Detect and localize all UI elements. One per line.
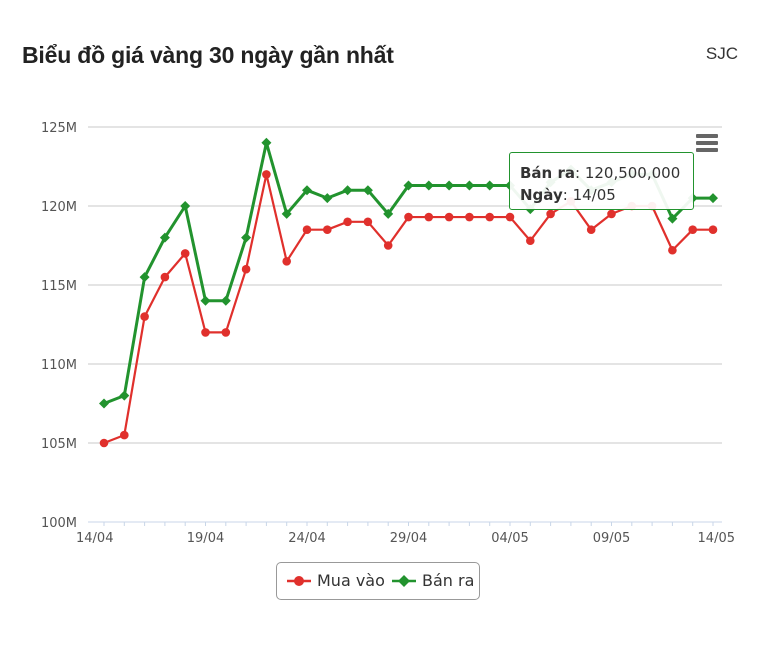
tooltip-value: 120,500,000: [584, 164, 681, 182]
data-point[interactable]: [120, 430, 129, 440]
data-point[interactable]: [505, 212, 515, 222]
data-point[interactable]: [586, 225, 596, 234]
data-point[interactable]: [241, 264, 251, 274]
data-point[interactable]: [282, 257, 292, 266]
data-point[interactable]: [139, 272, 150, 283]
data-point[interactable]: [281, 208, 292, 219]
legend-diamond-icon: [392, 575, 416, 587]
data-point[interactable]: [343, 217, 352, 227]
data-point[interactable]: [200, 295, 211, 306]
data-point[interactable]: [607, 209, 616, 219]
data-point[interactable]: [668, 245, 677, 255]
data-point[interactable]: [444, 212, 454, 222]
data-point[interactable]: [383, 208, 394, 219]
page-title: Biểu đồ giá vàng 30 ngày gần nhất: [22, 42, 394, 68]
y-tick-label: 125M: [41, 121, 77, 136]
data-point[interactable]: [424, 212, 434, 222]
data-point[interactable]: [667, 213, 678, 224]
legend-label-buy: Mua vào: [317, 571, 385, 590]
x-tick-label: 14/04: [76, 531, 113, 546]
data-point[interactable]: [180, 201, 191, 211]
x-tick-label: 04/05: [491, 531, 528, 546]
data-point[interactable]: [160, 272, 170, 282]
tooltip-series-label: Bán ra: [520, 164, 575, 182]
data-point[interactable]: [322, 193, 333, 204]
data-point[interactable]: [262, 170, 271, 179]
legend-label-sell: Bán ra: [422, 571, 475, 590]
legend-circle-icon: [287, 576, 311, 586]
tooltip-date-label: Ngày: [520, 186, 563, 204]
data-tooltip: Bán ra: 120,500,000 Ngày: 14/05: [509, 152, 694, 210]
y-axis: 100M 105M 110M 115M 120M 125M: [41, 121, 77, 531]
chart-header: Biểu đồ giá vàng 30 ngày gần nhất SJC: [0, 0, 764, 90]
data-point[interactable]: [708, 193, 718, 204]
data-point[interactable]: [464, 180, 475, 191]
data-point[interactable]: [403, 180, 414, 191]
x-tick-label: 09/05: [593, 531, 630, 546]
data-point[interactable]: [302, 225, 312, 234]
data-point[interactable]: [465, 212, 474, 222]
data-point[interactable]: [363, 217, 373, 227]
data-point[interactable]: [444, 180, 455, 191]
data-point[interactable]: [201, 328, 210, 337]
chart-legend: Mua vào Bán ra: [276, 562, 480, 600]
data-point[interactable]: [180, 249, 190, 258]
hamburger-menu-icon[interactable]: [694, 132, 722, 156]
brand-label: SJC: [705, 44, 738, 63]
data-point[interactable]: [688, 225, 697, 234]
data-point[interactable]: [221, 328, 231, 337]
data-point[interactable]: [342, 185, 353, 196]
data-point[interactable]: [423, 180, 434, 191]
y-tick-label: 100M: [41, 516, 77, 531]
data-point[interactable]: [159, 232, 170, 243]
x-tick-label: 29/04: [390, 531, 427, 546]
data-point[interactable]: [362, 185, 373, 196]
data-point[interactable]: [241, 232, 252, 243]
data-point[interactable]: [485, 212, 495, 222]
y-tick-label: 110M: [41, 358, 77, 373]
x-tick-label: 19/04: [187, 531, 224, 546]
data-point[interactable]: [220, 295, 231, 306]
x-tick-label: 24/04: [288, 531, 325, 546]
data-point[interactable]: [383, 241, 393, 250]
tooltip-date-value: 14/05: [572, 186, 616, 204]
x-tick-label: 14/05: [698, 531, 735, 546]
data-point[interactable]: [140, 312, 149, 321]
data-point[interactable]: [119, 390, 130, 401]
x-axis: 14/04 19/04 24/04 29/04 04/05 09/05 14/05: [76, 521, 735, 546]
y-tick-label: 115M: [41, 279, 77, 294]
data-point[interactable]: [526, 236, 535, 246]
data-point[interactable]: [404, 212, 413, 222]
series-buy: [99, 170, 718, 448]
data-point[interactable]: [99, 438, 109, 448]
y-tick-label: 105M: [41, 437, 77, 452]
data-point[interactable]: [261, 137, 272, 148]
y-tick-label: 120M: [41, 200, 77, 215]
data-point[interactable]: [99, 398, 109, 409]
data-point[interactable]: [484, 180, 495, 191]
data-point[interactable]: [302, 185, 312, 196]
data-point[interactable]: [323, 225, 332, 234]
data-point[interactable]: [546, 209, 555, 219]
data-point[interactable]: [708, 225, 718, 234]
